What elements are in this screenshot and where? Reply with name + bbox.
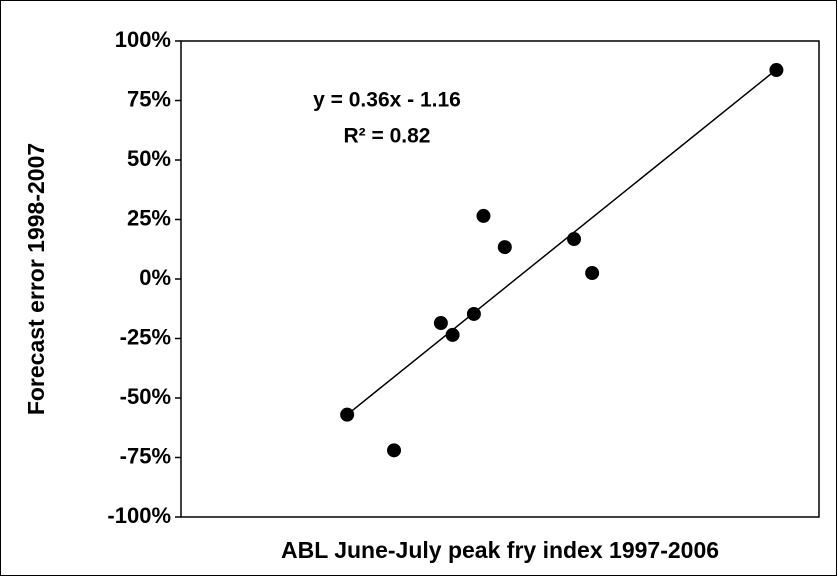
y-tick-label: 100% <box>115 27 171 52</box>
data-point <box>476 208 491 223</box>
y-tick-label: 75% <box>127 86 171 111</box>
x-axis-label: ABL June-July peak fry index 1997-2006 <box>281 537 719 563</box>
y-tick-label: 25% <box>127 205 171 230</box>
y-tick-label: -100% <box>107 503 171 528</box>
y-tick-label: -75% <box>120 443 171 468</box>
data-point <box>769 63 784 78</box>
y-tick-label: 0% <box>139 265 171 290</box>
y-tick-label: 50% <box>127 146 171 171</box>
y-tick-label: -50% <box>120 384 171 409</box>
data-point <box>433 316 448 331</box>
trendline-equation: y = 0.36x - 1.16 <box>313 89 461 112</box>
data-point <box>497 240 512 255</box>
data-point <box>387 443 402 458</box>
trendline <box>346 68 777 416</box>
data-point <box>340 407 355 422</box>
y-axis-label: Forecast error 1998-2007 <box>23 143 49 415</box>
r-squared: R² = 0.82 <box>344 125 431 148</box>
data-point <box>445 327 460 342</box>
data-point <box>585 266 600 281</box>
y-tick-label: -25% <box>120 324 171 349</box>
data-point <box>567 232 582 247</box>
data-point <box>466 306 481 321</box>
